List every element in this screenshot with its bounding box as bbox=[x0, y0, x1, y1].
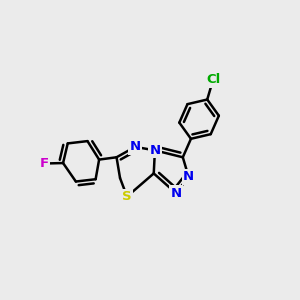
Text: N: N bbox=[130, 140, 141, 153]
Text: S: S bbox=[122, 190, 132, 203]
Text: N: N bbox=[170, 187, 182, 200]
Text: F: F bbox=[39, 157, 49, 170]
Text: Cl: Cl bbox=[206, 74, 220, 86]
Text: N: N bbox=[183, 170, 194, 183]
Text: N: N bbox=[149, 144, 161, 157]
